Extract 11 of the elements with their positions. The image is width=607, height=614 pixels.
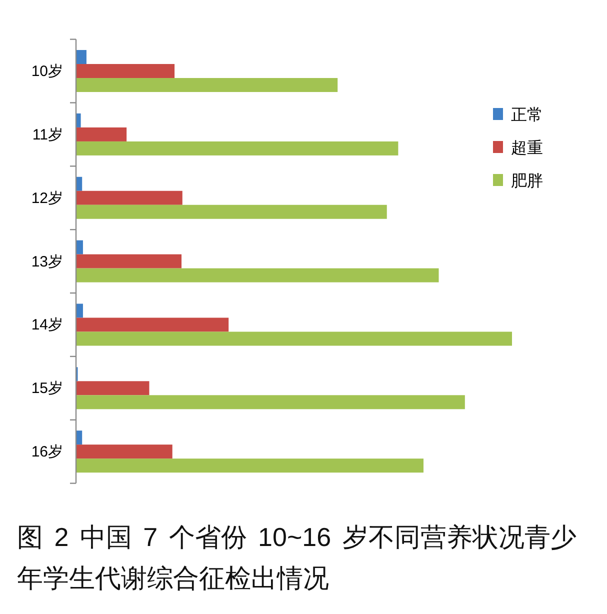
category-label: 14岁 <box>31 316 63 334</box>
title: 图 2 中国 7 个省份 10~16 岁不同营养状况青少年学生代谢综合征检出情况 <box>17 521 578 595</box>
category-label: 11岁 <box>32 126 63 144</box>
category-label: 13岁 <box>31 253 63 270</box>
category-label: 16岁 <box>31 444 63 461</box>
category-label: 12岁 <box>31 190 63 207</box>
legend-label: 肥胖 <box>511 173 543 190</box>
category-label: 10岁 <box>31 63 63 80</box>
legend-label: 正常 <box>511 107 543 124</box>
category-label: 15岁 <box>31 380 63 398</box>
legend-label: 超重 <box>511 140 543 157</box>
